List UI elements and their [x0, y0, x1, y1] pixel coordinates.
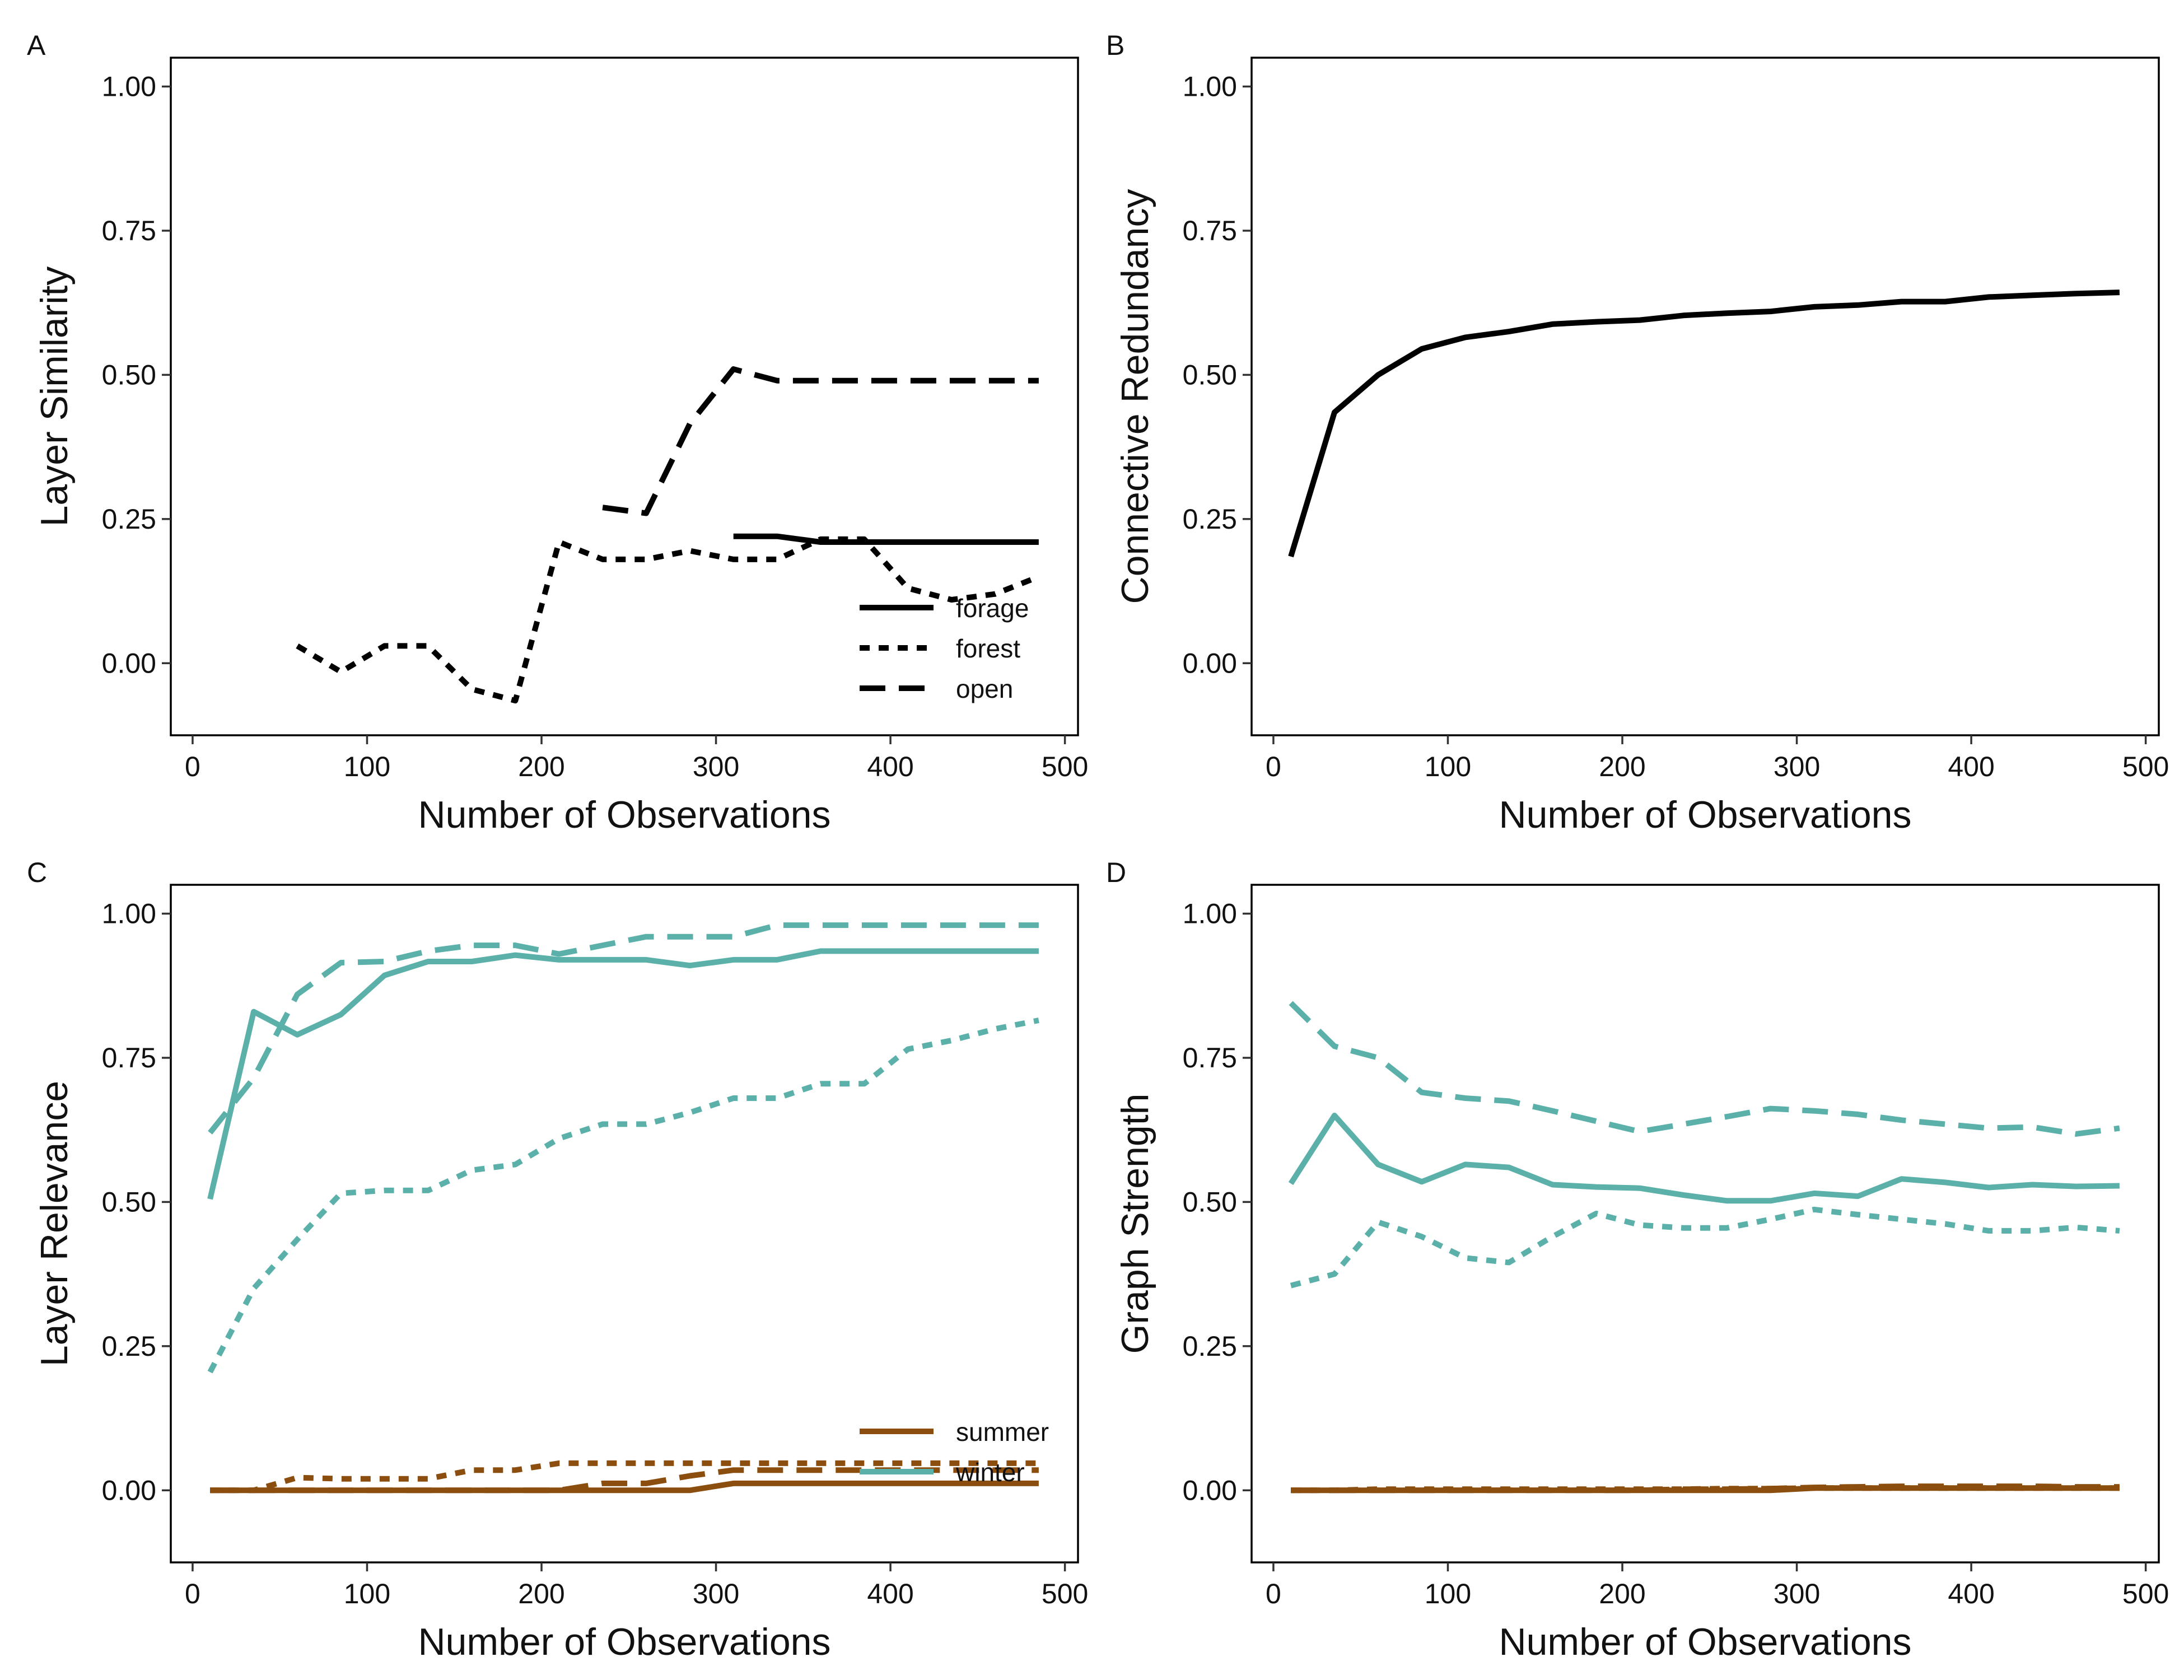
y-tick-label: 0.75	[102, 215, 156, 246]
x-tick-label: 0	[1266, 751, 1281, 782]
panel-label: B	[1106, 30, 1124, 61]
y-axis-title: Layer Similarity	[33, 267, 76, 527]
x-axis-title: Number of Observations	[418, 794, 831, 836]
x-tick-label: 200	[1599, 751, 1645, 782]
x-tick-label: 300	[693, 1578, 739, 1609]
y-tick-label: 0.00	[102, 1474, 156, 1506]
series-line-solid-1	[1288, 1112, 2120, 1204]
x-tick-label: 500	[2122, 1578, 2169, 1609]
y-tick-label: 0.00	[102, 647, 156, 679]
y-tick-label: 0.50	[1183, 359, 1237, 390]
panel-label: A	[27, 30, 46, 61]
panel-label: C	[27, 857, 47, 888]
y-tick-label: 0.25	[1183, 1331, 1237, 1362]
panel-a: A 0 100 200 300 400 500 0.00 0.25 0.50 0.75 1.00 Num…	[27, 30, 1088, 836]
x-tick-label: 400	[867, 1578, 913, 1609]
x-tick-label: 200	[1599, 1578, 1645, 1609]
x-tick-label: 500	[1042, 751, 1088, 782]
y-tick-label: 0.50	[102, 1186, 156, 1217]
legend: summer winter	[860, 1417, 1049, 1487]
legend-label-forage: forage	[956, 594, 1029, 623]
legend-label-forest: forest	[956, 634, 1020, 663]
y-tick-label: 1.00	[102, 71, 156, 102]
y-tick-label: 1.00	[1183, 71, 1237, 102]
plot-border	[1250, 884, 2160, 1564]
x-tick-label: 400	[867, 751, 913, 782]
y-tick-label: 0.00	[1183, 1474, 1237, 1506]
legend-label-open: open	[956, 674, 1013, 703]
panel-b: B 0 100 200 300 400 500 0.00 0.25 0.50 0.75 1.00 Num…	[1106, 30, 2169, 836]
series-group	[296, 366, 1040, 704]
series-group	[1288, 1001, 2120, 1494]
x-tick-label: 0	[185, 1578, 200, 1609]
series-line-dotted-5	[210, 1460, 1039, 1494]
series-line-dashed-4	[210, 1467, 1039, 1494]
y-axis-title: Graph Strength	[1114, 1094, 1156, 1354]
y-axis-title: Layer Relevance	[33, 1081, 76, 1366]
series-line-dashed-1	[208, 922, 1039, 1135]
legend-label-summer: summer	[956, 1417, 1049, 1446]
series-line-solid-0	[1288, 290, 2120, 558]
x-axis-title: Number of Observations	[418, 1621, 831, 1663]
x-tick-label: 400	[1948, 1578, 1994, 1609]
y-tick-label: 1.00	[1183, 898, 1237, 929]
series-line-open	[602, 366, 1039, 516]
x-tick-label: 200	[518, 751, 564, 782]
series-line-dotted-5	[1291, 1485, 2120, 1494]
x-tick-label: 0	[185, 751, 200, 782]
x-tick-label: 0	[1266, 1578, 1281, 1609]
series-group	[207, 922, 1039, 1494]
panel-label: D	[1106, 857, 1126, 888]
y-tick-label: 0.75	[1183, 1042, 1237, 1074]
legend: forage forest open	[860, 594, 1029, 703]
y-tick-label: 0.50	[102, 359, 156, 390]
series-line-dashed-0	[1289, 1001, 2120, 1137]
series-line-dotted-2	[1290, 1206, 2120, 1289]
y-tick-label: 0.25	[102, 1331, 156, 1362]
legend-label-winter: winter	[955, 1458, 1025, 1487]
series-line-forest	[296, 536, 1040, 704]
x-tick-label: 400	[1948, 751, 1994, 782]
x-tick-label: 300	[1774, 751, 1820, 782]
y-tick-label: 0.00	[1183, 647, 1237, 679]
y-tick-label: 0.25	[102, 503, 156, 535]
series-line-dotted-2	[207, 1018, 1039, 1374]
x-tick-label: 300	[1774, 1578, 1820, 1609]
x-tick-label: 100	[344, 1578, 390, 1609]
panel-c: C 0 100 200 300 400 500 0.00 0.25 0.50 0.75 1.00 Num…	[27, 857, 1088, 1663]
x-tick-label: 100	[1425, 751, 1471, 782]
plot-border	[1250, 57, 2160, 736]
x-tick-label: 500	[1042, 1578, 1088, 1609]
x-axis-title: Number of Observations	[1499, 794, 1912, 836]
y-tick-label: 0.75	[1183, 215, 1237, 246]
x-tick-label: 200	[518, 1578, 564, 1609]
plot-border	[170, 57, 1079, 736]
x-axis-title: Number of Observations	[1499, 1621, 1912, 1663]
y-tick-label: 0.75	[102, 1042, 156, 1074]
plot-border	[170, 884, 1079, 1564]
y-tick-label: 0.50	[1183, 1186, 1237, 1217]
x-tick-label: 500	[2122, 751, 2169, 782]
y-tick-label: 0.25	[1183, 503, 1237, 535]
series-line-forage	[733, 533, 1039, 545]
x-tick-label: 100	[344, 751, 390, 782]
y-tick-label: 1.00	[102, 898, 156, 929]
series-line-solid-0	[207, 948, 1039, 1200]
x-tick-label: 100	[1425, 1578, 1471, 1609]
panel-d: D 0 100 200 300 400 500 0.00 0.25 0.50 0.75 1.00 Num…	[1106, 857, 2169, 1663]
y-axis-title: Connective Redundancy	[1114, 189, 1156, 604]
series-group	[1288, 290, 2120, 558]
x-tick-label: 300	[693, 751, 739, 782]
